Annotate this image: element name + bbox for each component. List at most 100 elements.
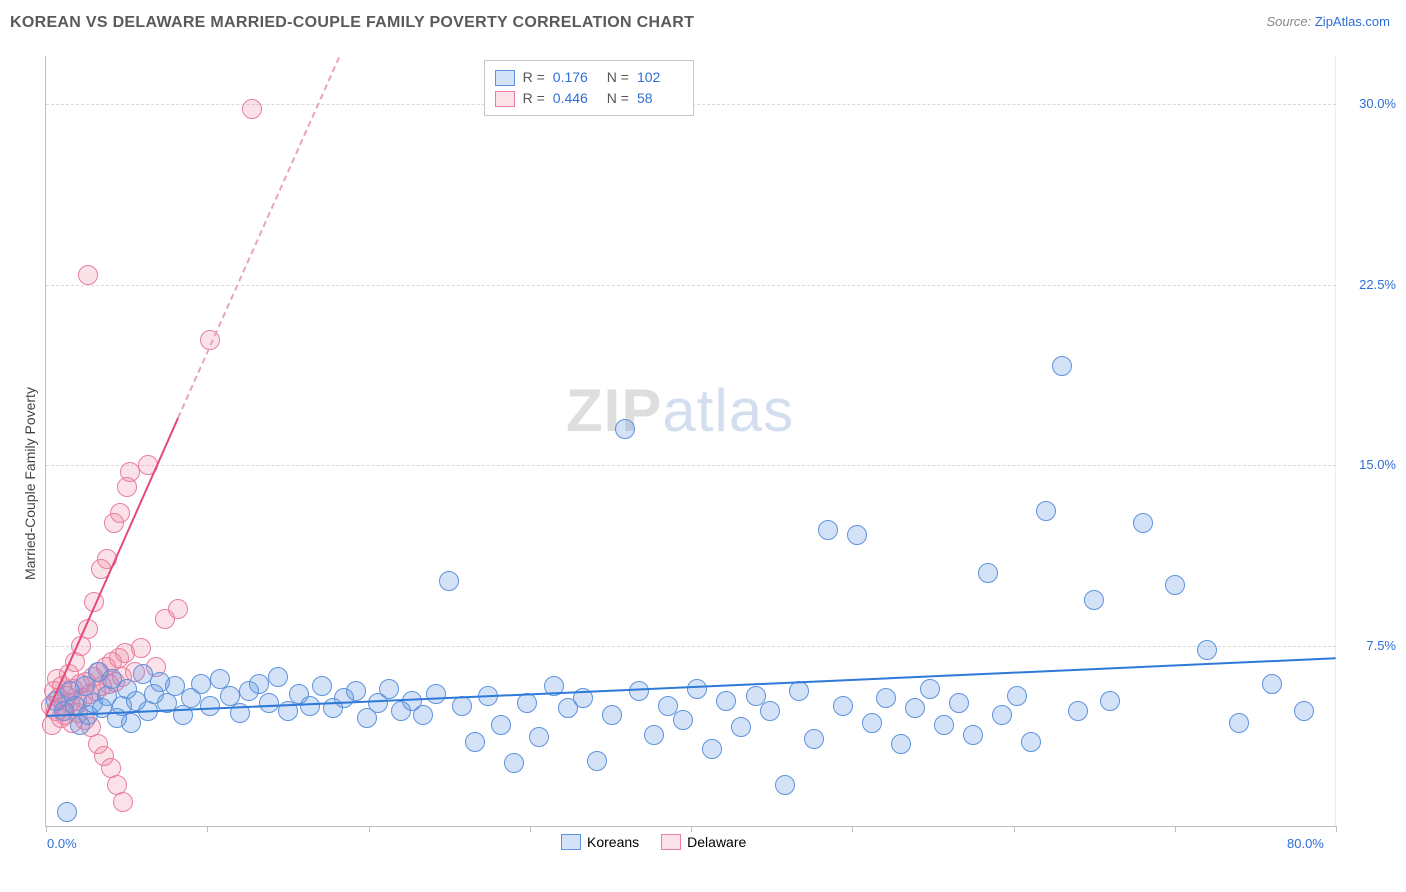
scatter-point-koreans: [465, 732, 485, 752]
source-label: Source:: [1266, 14, 1314, 29]
scatter-point-koreans: [1262, 674, 1282, 694]
scatter-point-koreans: [268, 667, 288, 687]
scatter-point-koreans: [760, 701, 780, 721]
scatter-point-koreans: [789, 681, 809, 701]
scatter-point-koreans: [1007, 686, 1027, 706]
scatter-point-koreans: [259, 693, 279, 713]
x-tick: [46, 826, 47, 832]
scatter-point-koreans: [1197, 640, 1217, 660]
x-tick: [1175, 826, 1176, 832]
r-label: R =: [523, 67, 545, 88]
y-tick-label: 30.0%: [1344, 96, 1396, 111]
scatter-point-koreans: [1294, 701, 1314, 721]
scatter-point-koreans: [716, 691, 736, 711]
scatter-point-koreans: [804, 729, 824, 749]
scatter-point-koreans: [529, 727, 549, 747]
scatter-point-koreans: [934, 715, 954, 735]
legend-item-koreans: Koreans: [561, 834, 639, 850]
scatter-point-koreans: [702, 739, 722, 759]
scatter-point-koreans: [963, 725, 983, 745]
x-tick: [1336, 826, 1337, 832]
scatter-point-koreans: [687, 679, 707, 699]
x-tick: [1014, 826, 1015, 832]
x-tick: [530, 826, 531, 832]
scatter-point-koreans: [491, 715, 511, 735]
scatter-point-koreans: [200, 696, 220, 716]
stats-row-pink: R = 0.446 N = 58: [495, 88, 683, 109]
stats-row-blue: R = 0.176 N = 102: [495, 67, 683, 88]
x-tick: [369, 826, 370, 832]
scatter-point-koreans: [1068, 701, 1088, 721]
r-label: R =: [523, 88, 545, 109]
n-value-pink: 58: [637, 88, 683, 109]
scatter-point-koreans: [1021, 732, 1041, 752]
scatter-point-koreans: [300, 696, 320, 716]
scatter-point-delaware: [113, 792, 133, 812]
x-tick: [852, 826, 853, 832]
grid-line: [46, 465, 1336, 466]
swatch-pink: [495, 91, 515, 107]
scatter-point-koreans: [191, 674, 211, 694]
scatter-point-koreans: [920, 679, 940, 699]
y-tick-label: 22.5%: [1344, 277, 1396, 292]
grid-line: [46, 285, 1336, 286]
scatter-point-koreans: [818, 520, 838, 540]
stats-legend-box: R = 0.176 N = 102 R = 0.446 N = 58: [484, 60, 694, 116]
scatter-point-koreans: [833, 696, 853, 716]
x-tick: [691, 826, 692, 832]
scatter-point-koreans: [629, 681, 649, 701]
plot-area: ZIPatlas 7.5%15.0%22.5%30.0%: [45, 56, 1336, 827]
legend-item-delaware: Delaware: [661, 834, 746, 850]
plot-right-border: [1335, 56, 1336, 826]
watermark: ZIPatlas: [566, 376, 794, 445]
scatter-point-koreans: [615, 419, 635, 439]
scatter-point-koreans: [57, 802, 77, 822]
chart-title: KOREAN VS DELAWARE MARRIED-COUPLE FAMILY…: [10, 14, 694, 32]
swatch-blue: [495, 70, 515, 86]
scatter-point-delaware: [78, 265, 98, 285]
scatter-point-koreans: [847, 525, 867, 545]
scatter-point-delaware: [242, 99, 262, 119]
scatter-point-koreans: [1165, 575, 1185, 595]
scatter-point-koreans: [992, 705, 1012, 725]
swatch-blue: [561, 834, 581, 850]
x-axis-max-label: 80.0%: [1287, 836, 1324, 851]
y-axis-label: Married-Couple Family Poverty: [22, 387, 38, 580]
scatter-point-koreans: [905, 698, 925, 718]
scatter-point-koreans: [1100, 691, 1120, 711]
scatter-point-koreans: [1133, 513, 1153, 533]
y-tick-label: 7.5%: [1344, 638, 1396, 653]
scatter-point-koreans: [775, 775, 795, 795]
scatter-point-koreans: [1229, 713, 1249, 733]
legend-label-koreans: Koreans: [587, 834, 639, 850]
scatter-point-koreans: [891, 734, 911, 754]
source-link[interactable]: ZipAtlas.com: [1315, 14, 1390, 29]
legend-label-delaware: Delaware: [687, 834, 746, 850]
grid-line: [46, 646, 1336, 647]
scatter-point-koreans: [517, 693, 537, 713]
scatter-point-koreans: [876, 688, 896, 708]
source-citation: Source: ZipAtlas.com: [1266, 14, 1390, 29]
scatter-point-koreans: [426, 684, 446, 704]
scatter-point-koreans: [1036, 501, 1056, 521]
scatter-point-koreans: [731, 717, 751, 737]
scatter-point-koreans: [1084, 590, 1104, 610]
x-axis-min-label: 0.0%: [47, 836, 77, 851]
scatter-point-koreans: [346, 681, 366, 701]
scatter-point-koreans: [413, 705, 433, 725]
scatter-point-koreans: [978, 563, 998, 583]
scatter-point-koreans: [862, 713, 882, 733]
n-label: N =: [607, 88, 629, 109]
x-tick: [207, 826, 208, 832]
scatter-point-delaware: [168, 599, 188, 619]
scatter-point-delaware: [110, 503, 130, 523]
scatter-point-koreans: [673, 710, 693, 730]
scatter-point-koreans: [949, 693, 969, 713]
scatter-point-koreans: [249, 674, 269, 694]
scatter-point-koreans: [587, 751, 607, 771]
scatter-point-koreans: [379, 679, 399, 699]
scatter-point-koreans: [644, 725, 664, 745]
r-value-pink: 0.446: [553, 88, 599, 109]
scatter-point-koreans: [504, 753, 524, 773]
scatter-point-koreans: [439, 571, 459, 591]
